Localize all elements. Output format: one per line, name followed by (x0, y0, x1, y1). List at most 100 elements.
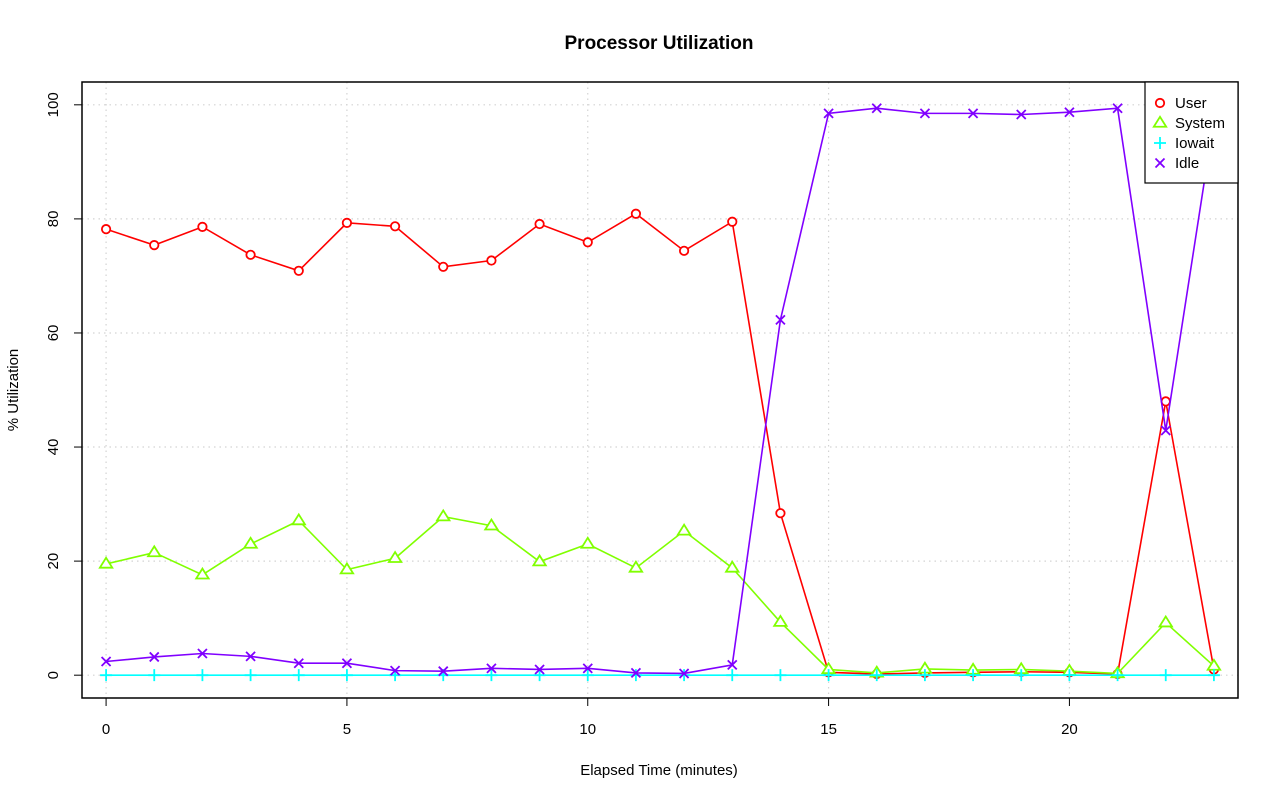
point-idle-4 (293, 658, 304, 669)
point-idle-14 (775, 314, 786, 325)
point-idle-1 (149, 651, 160, 663)
point-idle-3 (245, 651, 256, 662)
point-idle-2 (197, 648, 208, 659)
point-iowait-15 (822, 669, 835, 682)
y-tick-label-3: 60 (45, 325, 62, 342)
point-idle-5 (341, 658, 353, 669)
chart-title: Processor Utilization (565, 33, 754, 54)
point-system-1 (146, 544, 163, 558)
point-system-2 (194, 566, 211, 580)
y-tick-label-0: 0 (45, 671, 62, 679)
legend-marker-user (1154, 97, 1166, 109)
legend-item-user: User (1154, 95, 1207, 112)
point-system-3 (242, 536, 259, 549)
y-tick-label-4: 80 (45, 211, 62, 228)
point-idle-13 (727, 659, 738, 671)
point-iowait-20 (1063, 669, 1076, 682)
legend-marker-system (1152, 115, 1168, 128)
point-system-5 (339, 561, 355, 575)
x-tick-label-0: 0 (102, 721, 110, 738)
point-system-22 (1157, 614, 1174, 628)
point-user-1 (149, 240, 160, 251)
point-iowait-16 (870, 669, 883, 682)
legend-item-system: System (1152, 115, 1225, 132)
legend-item-iowait: Iowait (1154, 135, 1215, 152)
y-axis: 0 20 40 60 80 100 (45, 92, 83, 679)
point-user-5 (341, 217, 353, 228)
point-iowait-21 (1111, 669, 1124, 682)
x-axis: 0 5 10 15 20 (102, 697, 1078, 738)
point-iowait-19 (1015, 669, 1028, 682)
point-iowait-1 (148, 669, 161, 682)
point-user-0 (100, 224, 112, 235)
series-line-idle (106, 107, 1215, 675)
point-iowait-10 (581, 669, 594, 682)
point-system-7 (435, 508, 452, 522)
point-idle-10 (582, 663, 593, 674)
point-system-4 (290, 512, 307, 526)
legend-marker-idle (1154, 157, 1166, 169)
x-axis-label: Elapsed Time (minutes) (580, 762, 738, 779)
series-line-user (105, 212, 1215, 675)
point-system-6 (387, 550, 403, 563)
point-idle-17 (919, 108, 931, 119)
point-system-11 (628, 560, 644, 573)
point-iowait-14 (774, 669, 787, 682)
x-tick-label-2: 10 (579, 721, 596, 738)
point-system-9 (531, 553, 548, 567)
point-user-11 (630, 208, 642, 219)
x-tick-label-4: 20 (1061, 721, 1078, 738)
point-user-13 (727, 216, 738, 227)
point-user-14 (775, 508, 786, 519)
point-iowait-0 (100, 669, 113, 682)
point-iowait-13 (726, 669, 739, 682)
y-tick-label-2: 40 (45, 439, 62, 456)
point-idle-20 (1064, 107, 1075, 118)
point-idle-16 (871, 103, 882, 114)
point-idle-11 (630, 667, 642, 679)
point-idle-8 (486, 663, 497, 674)
point-user-7 (438, 261, 449, 272)
x-tick-label-3: 15 (820, 721, 837, 738)
point-iowait-23 (1207, 669, 1220, 682)
point-user-3 (245, 249, 256, 260)
point-idle-6 (389, 665, 401, 676)
point-iowait-18 (967, 669, 980, 682)
point-iowait-4 (292, 669, 305, 682)
point-idle-18 (967, 108, 979, 119)
point-user-8 (486, 255, 497, 266)
point-user-10 (582, 237, 593, 248)
point-user-22 (1160, 396, 1171, 407)
point-idle-9 (534, 664, 545, 675)
legend-marker-iowait (1154, 137, 1166, 149)
point-iowait-5 (340, 669, 353, 682)
legend-label-iowait: Iowait (1175, 135, 1215, 152)
point-iowait-8 (485, 669, 498, 682)
point-idle-0 (100, 656, 112, 667)
point-system-14 (772, 614, 789, 627)
legend-label-system: System (1175, 115, 1225, 132)
point-idle-21 (1112, 103, 1123, 114)
point-idle-15 (823, 108, 834, 119)
point-system-10 (579, 536, 596, 549)
x-tick-label-1: 5 (343, 721, 351, 738)
point-idle-19 (1016, 109, 1027, 120)
point-user-2 (197, 221, 208, 232)
legend-item-idle: Idle (1154, 155, 1199, 172)
y-tick-label-1: 20 (45, 553, 62, 570)
legend-label-user: User (1175, 95, 1207, 112)
series-layer (98, 103, 1222, 682)
point-iowait-9 (533, 669, 546, 682)
y-tick-label-5: 100 (45, 92, 62, 117)
point-idle-7 (438, 666, 449, 677)
point-system-13 (724, 560, 741, 573)
point-user-12 (678, 245, 690, 256)
point-iowait-22 (1159, 669, 1172, 682)
point-iowait-11 (629, 669, 642, 682)
point-idle-22 (1160, 425, 1171, 436)
point-iowait-3 (244, 669, 257, 682)
point-system-0 (98, 556, 114, 569)
point-user-9 (534, 218, 545, 230)
